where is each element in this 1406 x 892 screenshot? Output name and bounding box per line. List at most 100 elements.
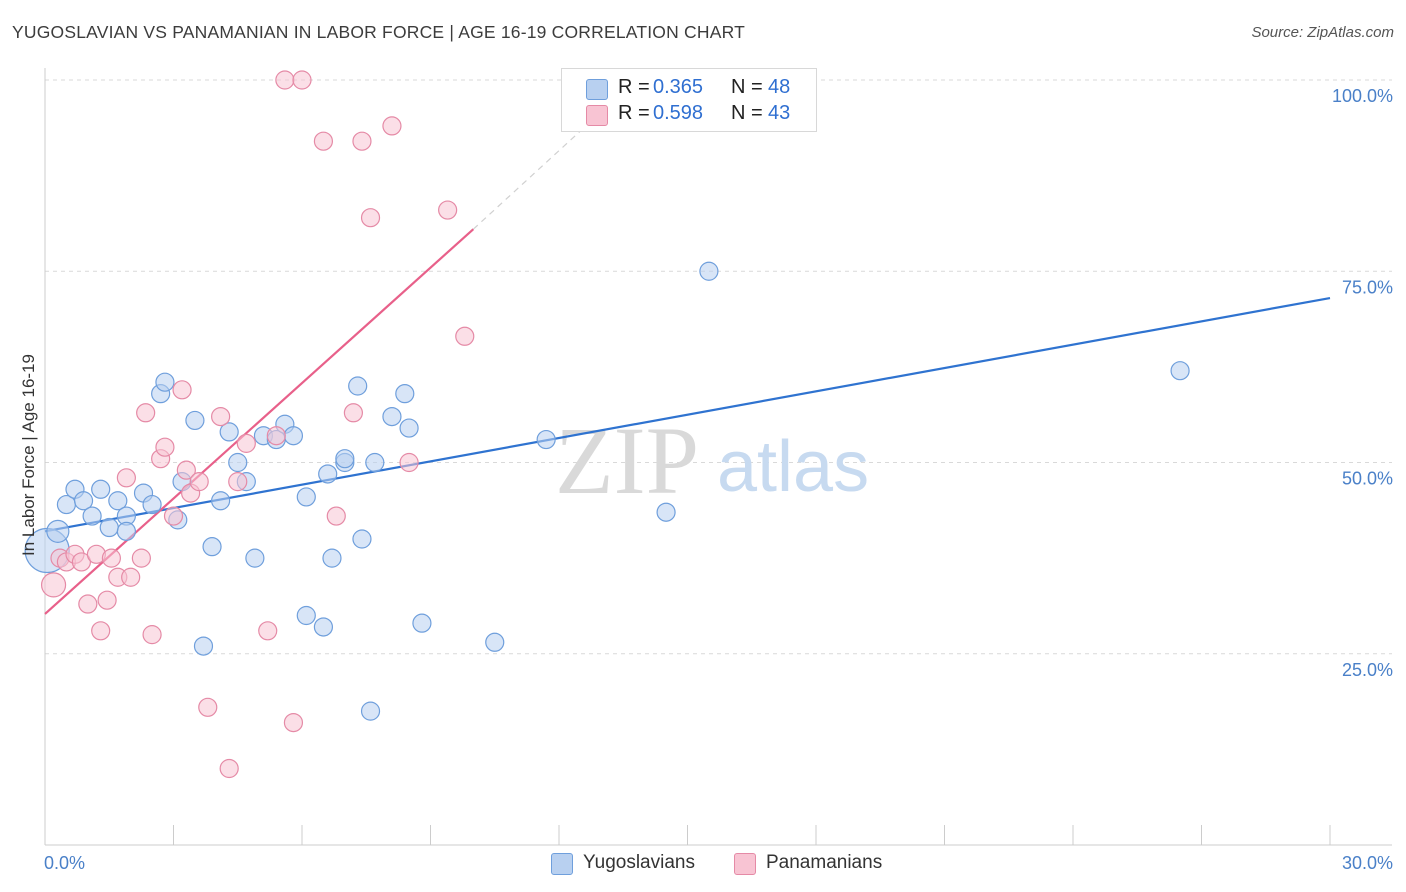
point-panamanian xyxy=(399,452,419,473)
point-yugoslavian xyxy=(202,537,222,557)
point-panamanian xyxy=(40,572,67,598)
bottom-legend-swatch-blue xyxy=(551,853,573,875)
watermark-zip: ZIP xyxy=(555,407,699,514)
y-tick-labels: 25.0% 50.0% 75.0% 100.0% xyxy=(1332,86,1393,680)
point-yugoslavian xyxy=(142,494,162,515)
point-yugoslavian xyxy=(656,502,676,522)
point-panamanian xyxy=(131,548,151,568)
point-yugoslavian xyxy=(395,384,415,404)
point-panamanian xyxy=(343,403,363,423)
point-yugoslavian xyxy=(185,410,205,431)
point-panamanian xyxy=(176,460,196,480)
bottom-legend-label: Panamanians xyxy=(766,852,883,873)
point-yugoslavian xyxy=(318,464,338,484)
y-tick-label: 75.0% xyxy=(1342,277,1393,297)
point-panamanian xyxy=(136,403,156,423)
legend-r-label: R = xyxy=(618,102,650,124)
point-panamanian xyxy=(236,433,256,453)
point-yugoslavian xyxy=(699,261,719,281)
point-panamanian xyxy=(352,131,372,151)
point-panamanian xyxy=(172,380,192,400)
data-points xyxy=(24,70,1190,779)
trend-lines xyxy=(44,79,1331,615)
x-tick-label-min: 0.0% xyxy=(44,853,85,873)
point-yugoslavian xyxy=(296,487,316,507)
gridlines xyxy=(45,79,1392,655)
watermark-atlas: atlas xyxy=(717,427,869,507)
point-panamanian xyxy=(455,326,475,346)
point-panamanian xyxy=(116,468,136,488)
point-yugoslavian xyxy=(348,376,368,396)
point-panamanian xyxy=(211,407,231,427)
point-panamanian xyxy=(292,70,312,90)
legend-swatch-blue xyxy=(586,79,608,100)
watermark: ZIP atlas xyxy=(555,407,869,514)
point-panamanian xyxy=(313,131,334,151)
point-yugoslavian xyxy=(245,548,265,568)
legend-n-label: N = xyxy=(731,102,763,124)
point-panamanian xyxy=(155,437,175,457)
bottom-legend-label: Yugoslavians xyxy=(583,852,695,873)
point-yugoslavian xyxy=(399,418,419,438)
point-panamanian xyxy=(121,567,141,587)
point-yugoslavian xyxy=(228,452,248,473)
chart-title: YUGOSLAVIAN VS PANAMANIAN IN LABOR FORCE… xyxy=(12,22,745,42)
point-yugoslavian xyxy=(536,429,556,450)
point-yugoslavian xyxy=(360,701,381,721)
point-panamanian xyxy=(198,697,218,717)
point-panamanian xyxy=(326,506,346,526)
point-panamanian xyxy=(438,200,458,220)
point-yugoslavian xyxy=(91,479,111,499)
point-panamanian xyxy=(189,472,209,492)
point-yugoslavian xyxy=(412,613,432,633)
point-yugoslavian xyxy=(322,548,342,568)
point-yugoslavian xyxy=(335,449,355,469)
point-yugoslavian xyxy=(219,422,239,442)
point-yugoslavian xyxy=(116,521,136,541)
point-yugoslavian xyxy=(108,491,128,511)
point-yugoslavian xyxy=(155,372,175,392)
legend-swatch-pink xyxy=(586,105,608,126)
point-panamanian xyxy=(142,625,162,645)
point-yugoslavian xyxy=(352,529,372,549)
point-panamanian xyxy=(78,594,98,614)
point-yugoslavian xyxy=(82,506,102,526)
point-panamanian xyxy=(163,506,184,526)
legend-n-value: 43 xyxy=(768,102,791,124)
axes xyxy=(44,68,1392,846)
trend-line-panamanians-extension xyxy=(472,79,637,230)
point-yugoslavian xyxy=(485,632,505,652)
point-panamanian xyxy=(266,426,286,446)
point-panamanian xyxy=(219,758,239,779)
y-tick-label: 100.0% xyxy=(1332,86,1393,106)
bottom-legend-swatch-pink xyxy=(734,853,756,875)
point-yugoslavian xyxy=(1170,361,1190,381)
y-axis-label: In Labor Force | Age 16-19 xyxy=(19,354,38,556)
legend-r-value: 0.598 xyxy=(653,102,704,124)
point-yugoslavian xyxy=(211,491,231,511)
point-panamanian xyxy=(360,208,381,228)
legend-r-value: 0.365 xyxy=(653,76,704,98)
point-panamanian xyxy=(275,70,295,90)
point-panamanian xyxy=(258,621,278,641)
legend-n-label: N = xyxy=(731,76,763,98)
point-yugoslavian xyxy=(193,636,214,656)
point-panamanian xyxy=(71,552,92,572)
point-panamanian xyxy=(228,472,248,492)
point-panamanian xyxy=(91,621,111,641)
legend-n-value: 48 xyxy=(768,76,791,98)
point-yugoslavian xyxy=(73,491,94,511)
x-tick-label-max: 30.0% xyxy=(1342,853,1393,873)
point-yugoslavian xyxy=(365,452,385,473)
point-panamanian xyxy=(382,116,402,136)
point-yugoslavian xyxy=(296,605,316,626)
point-yugoslavian xyxy=(46,519,70,543)
trend-line-yugoslavians xyxy=(44,296,1331,533)
point-yugoslavian xyxy=(313,617,334,637)
correlation-legend: R = 0.365 N = 48 R = 0.598 N = 43 xyxy=(561,68,817,132)
legend-r-label: R = xyxy=(618,76,650,98)
point-yugoslavian xyxy=(283,426,304,446)
point-panamanian xyxy=(97,590,117,610)
point-panamanian xyxy=(101,548,121,568)
